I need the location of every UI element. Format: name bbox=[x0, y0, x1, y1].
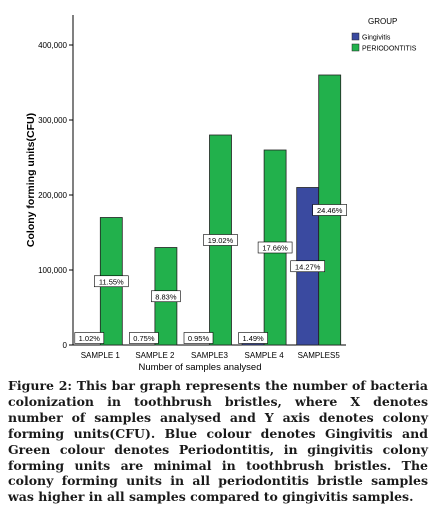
data-label: 11.55% bbox=[99, 277, 124, 286]
bars bbox=[99, 74, 342, 346]
legend-label: Gingivitis bbox=[362, 35, 391, 42]
y-axis-label: Colony forming units(CFU) bbox=[25, 113, 37, 247]
data-label: 14.27% bbox=[295, 262, 321, 271]
data-label-box bbox=[129, 332, 159, 344]
figure-caption: Figure 2: This bar graph represents the … bbox=[8, 378, 428, 505]
data-label: 19.02% bbox=[208, 236, 234, 245]
data-labels: 1.02% 11.55% 0.75% 8.83% 0.95% 19.02% 1.49% 17.… bbox=[74, 204, 348, 344]
legend-swatch-periodontitis bbox=[351, 43, 360, 52]
x-tick-label: SAMPLE 4 bbox=[245, 351, 285, 360]
x-tick-label: SAMPLE3 bbox=[191, 351, 228, 360]
data-label: 1.02% bbox=[79, 334, 101, 343]
legend-title: GROUP bbox=[368, 17, 397, 26]
y-tick-label: 400,000 bbox=[38, 41, 67, 50]
data-label-box bbox=[183, 332, 214, 344]
data-label-box bbox=[151, 290, 181, 303]
y-tick-label: 200,000 bbox=[38, 191, 67, 200]
legend: GROUP Gingivitis PERIODONTITIS bbox=[351, 17, 417, 53]
x-tick-label: SAMPLE 2 bbox=[135, 351, 175, 360]
data-label: 0.95% bbox=[188, 334, 210, 343]
data-label: 0.75% bbox=[133, 334, 155, 343]
legend-label: PERIODONTITIS bbox=[362, 46, 417, 53]
y-tick-label: 100,000 bbox=[38, 266, 67, 275]
data-label: 8.83% bbox=[155, 292, 177, 301]
y-tick-label: 300,000 bbox=[38, 116, 67, 125]
data-label-box bbox=[312, 204, 348, 216]
legend-swatch-gingivitis bbox=[351, 32, 360, 41]
data-label-box bbox=[74, 332, 105, 344]
data-label-box bbox=[94, 275, 129, 288]
data-label-box bbox=[257, 241, 293, 254]
data-label: 24.46% bbox=[317, 206, 343, 215]
y-tick-label: 0 bbox=[63, 341, 68, 350]
x-tick-label: SAMPLE 1 bbox=[81, 351, 121, 360]
data-label-box bbox=[290, 260, 326, 273]
y-axis: 0 100,000 200,000 300,000 400,000 bbox=[38, 15, 74, 350]
x-axis-label: Number of samples analysed bbox=[138, 362, 261, 373]
data-label: 17.66% bbox=[262, 244, 288, 253]
x-tick-label: SAMPLES5 bbox=[298, 351, 341, 360]
x-axis: SAMPLE 1 SAMPLE 2 SAMPLE3 SAMPLE 4 SAMPLES5 bbox=[73, 344, 346, 360]
data-label: 1.49% bbox=[242, 334, 264, 343]
data-label-box bbox=[203, 234, 238, 246]
data-label-box bbox=[238, 332, 268, 344]
